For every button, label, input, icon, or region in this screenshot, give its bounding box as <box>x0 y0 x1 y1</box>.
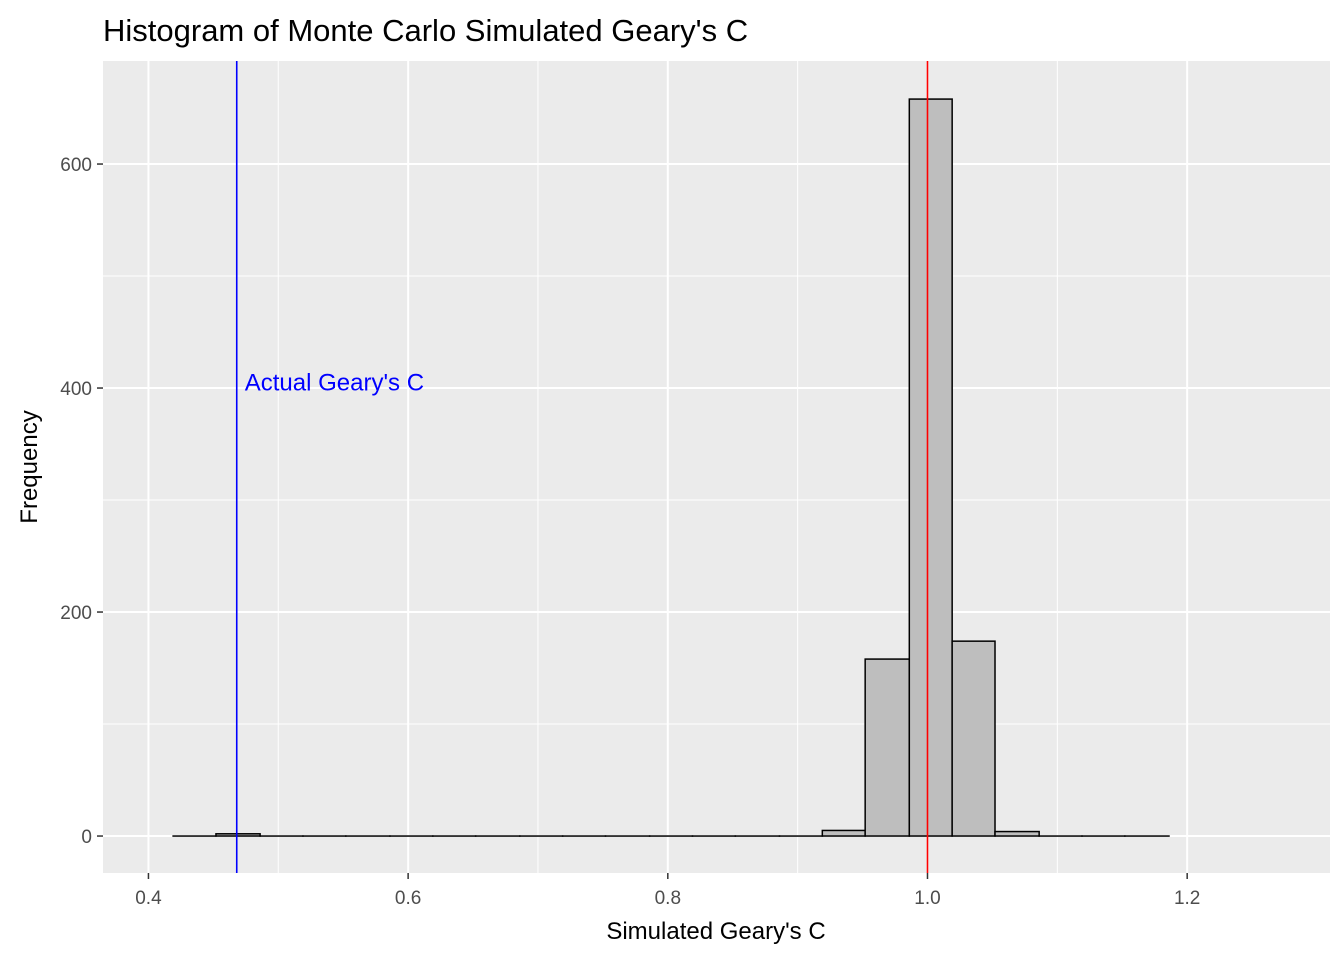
panel-background <box>103 61 1330 873</box>
histogram-bar <box>951 640 996 837</box>
histogram-bar <box>215 833 261 837</box>
reference-lines: Actual Geary's C <box>235 61 929 873</box>
y-axis-title: Frequency <box>16 410 43 523</box>
y-tick-label: 200 <box>60 603 92 624</box>
histogram-bar <box>994 830 1040 837</box>
y-tick-label: 600 <box>60 155 92 176</box>
x-tick-label: 1.0 <box>914 888 940 909</box>
y-tick-label: 0 <box>81 827 92 848</box>
x-tick-label: 0.4 <box>135 888 162 909</box>
x-axis-title: Simulated Geary's C <box>606 918 825 945</box>
y-axis-ticks: 0 200 400 600 <box>60 155 103 848</box>
chart-title: Histogram of Monte Carlo Simulated Geary… <box>103 13 748 48</box>
x-tick-label: 0.6 <box>395 888 421 909</box>
histogram-bar <box>908 98 953 837</box>
y-tick-label: 400 <box>60 379 92 400</box>
x-tick-label: 0.8 <box>655 888 681 909</box>
histogram-bars <box>172 98 1170 837</box>
grid-minor <box>103 61 1330 873</box>
histogram-bar <box>864 658 911 837</box>
x-tick-label: 1.2 <box>1174 888 1200 909</box>
reference-line-label: Actual Geary's C <box>245 369 424 396</box>
histogram-bar <box>821 829 866 837</box>
x-axis-ticks: 0.4 0.6 0.8 1.0 1.2 <box>135 873 1200 909</box>
